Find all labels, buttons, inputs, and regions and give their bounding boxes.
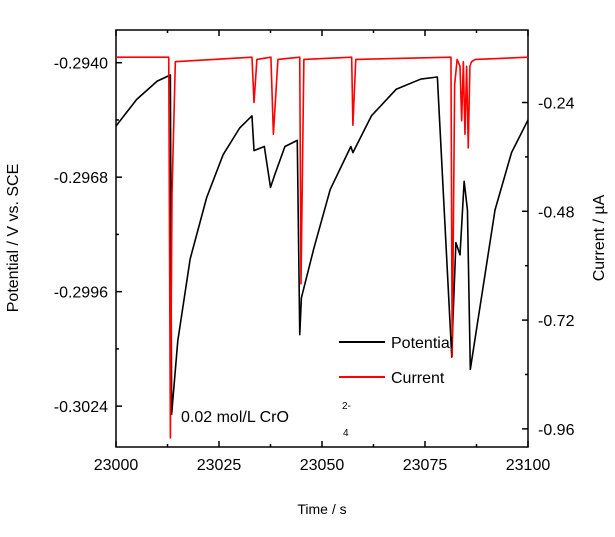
concentration-annotation: 0.02 mol/L CrO 2- 4 [181,401,351,439]
series-line-potential [115,74,529,416]
legend: Potential Current [339,335,453,387]
annotation-superscript: 2- [342,401,351,412]
right-y-tick-label: -0.96 [538,422,575,439]
x-tick-label: 23075 [403,457,448,474]
left-y-tick-label: -0.2940 [54,56,108,73]
series-line-current [116,56,529,439]
right-y-axis-title: Current / µA [591,194,608,281]
annotation-subscript: 4 [343,428,349,439]
legend-label-current: Current [391,370,445,387]
x-tick-label: 23050 [300,457,345,474]
ticks-layer: 23000 23025 23050 23075 23100 -0.2940 -0.2968 -… [54,30,575,474]
right-y-tick-label: -0.48 [538,204,575,221]
annotation-text: 0.02 mol/L CrO [181,409,289,426]
x-tick-label: 23100 [506,457,551,474]
series-layer [115,56,529,439]
right-y-tick-label: -0.72 [538,313,575,330]
right-y-tick-label: -0.24 [538,96,575,113]
left-y-tick-label: -0.2996 [54,285,108,302]
x-axis-title: Time / s [297,501,346,517]
legend-label-potential: Potential [391,335,453,352]
x-tick-label: 23000 [94,457,139,474]
x-tick-label: 23025 [197,457,242,474]
left-y-tick-label: -0.3024 [54,399,108,416]
left-y-axis-title: Potential / V vs. SCE [5,164,22,313]
left-y-tick-label: -0.2968 [54,170,108,187]
